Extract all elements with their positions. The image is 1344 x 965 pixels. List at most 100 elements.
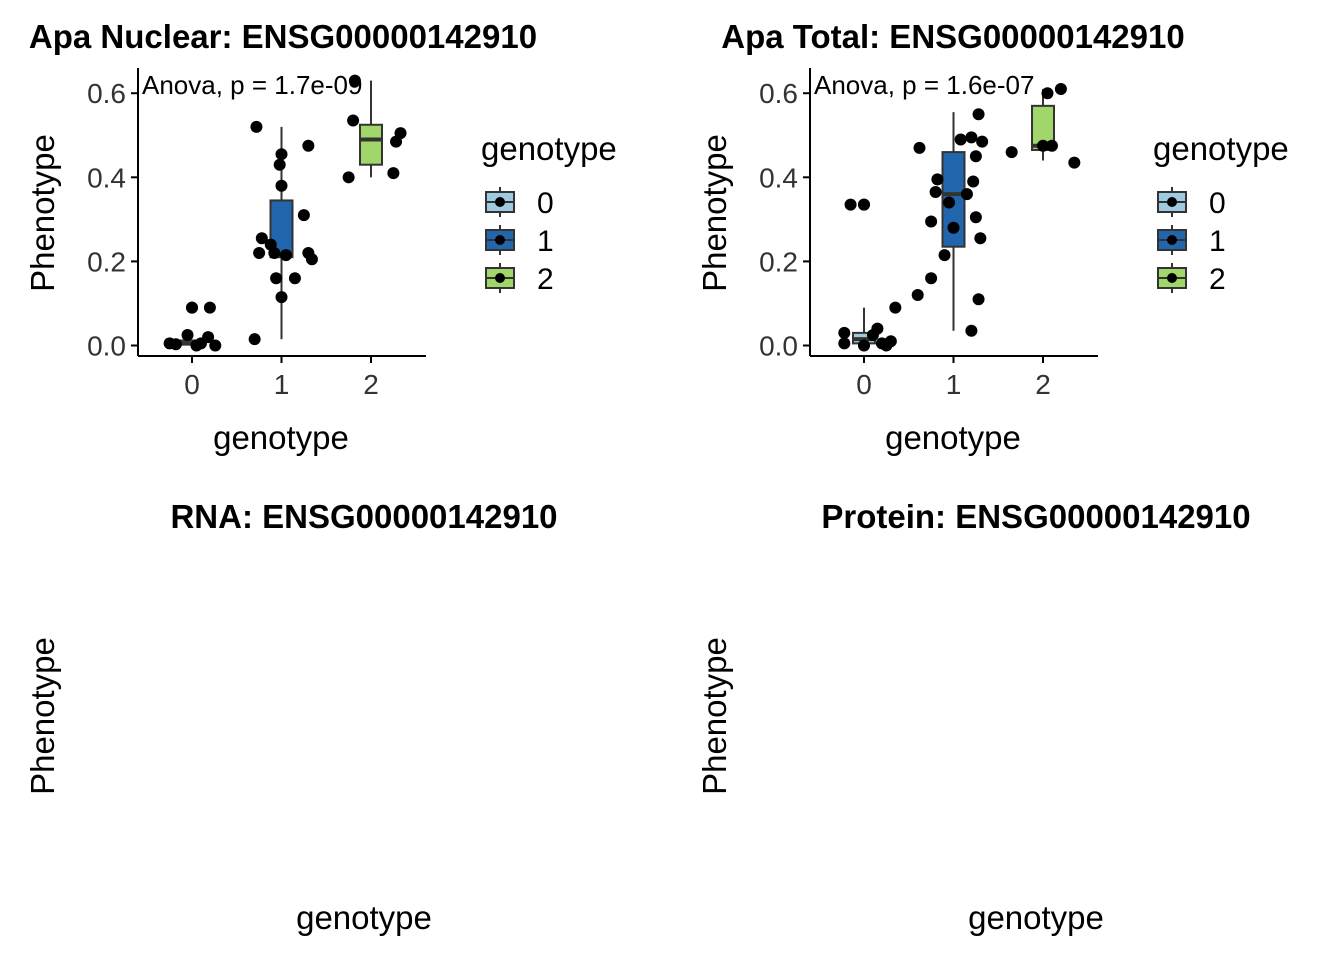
data-point xyxy=(967,175,980,188)
data-point xyxy=(844,198,857,211)
legend-key-point xyxy=(495,273,505,283)
data-point xyxy=(297,209,310,222)
data-point xyxy=(1068,156,1081,169)
data-point xyxy=(858,198,870,211)
y-tick-label: 0.2 xyxy=(87,246,126,277)
legend-key-point xyxy=(1167,197,1177,207)
data-point xyxy=(1037,139,1049,152)
data-point xyxy=(969,150,982,163)
legend-key-1 xyxy=(1157,225,1187,255)
data-point xyxy=(871,322,884,335)
data-point xyxy=(838,326,851,339)
y-tick-label: 0.0 xyxy=(759,330,798,361)
y-axis-label: Phenotype xyxy=(696,134,733,292)
legend-label: 1 xyxy=(537,225,554,258)
data-point xyxy=(169,338,182,351)
x-tick-label: 0 xyxy=(184,369,200,400)
data-point xyxy=(394,127,407,140)
data-point xyxy=(273,158,286,171)
data-point xyxy=(965,131,978,144)
legend-key-point xyxy=(1167,273,1177,283)
y-tick-label: 0.6 xyxy=(759,78,798,109)
data-point xyxy=(209,339,222,352)
data-point xyxy=(884,335,897,348)
data-point xyxy=(965,324,978,337)
y-tick-label: 0.6 xyxy=(87,78,126,109)
data-point xyxy=(943,196,956,209)
data-point xyxy=(911,289,924,302)
data-point xyxy=(954,133,967,146)
legend-key-point xyxy=(495,197,505,207)
data-point xyxy=(203,301,216,314)
data-point xyxy=(275,148,288,161)
x-axis-label: genotype xyxy=(885,419,1021,456)
x-tick-label: 1 xyxy=(946,369,962,400)
data-point xyxy=(969,211,982,224)
data-point xyxy=(302,139,315,152)
panel-apa-total: Apa Total: ENSG00000142910 Phenotype gen… xyxy=(696,18,1289,456)
data-point xyxy=(938,249,951,262)
panel-apa-nuclear: Apa Nuclear: ENSG00000142910 Phenotype g… xyxy=(24,18,617,456)
legend-label: 2 xyxy=(1209,263,1226,296)
legend: genotype 0 1 2 xyxy=(1153,130,1289,296)
panel-title: Protein: ENSG00000142910 xyxy=(821,498,1250,535)
x-tick-label: 2 xyxy=(1035,369,1051,400)
legend-key-0 xyxy=(1157,187,1187,217)
data-point xyxy=(194,337,207,350)
legend-key-1 xyxy=(485,225,515,255)
data-point xyxy=(1045,139,1058,152)
data-point xyxy=(858,339,870,352)
data-point xyxy=(947,221,960,234)
x-axis-label: genotype xyxy=(968,899,1104,936)
y-axis-label: Phenotype xyxy=(696,637,733,795)
x-axis-label: genotype xyxy=(213,419,349,456)
data-point xyxy=(889,301,902,314)
legend-key-0 xyxy=(485,187,515,217)
data-point xyxy=(255,232,268,245)
x-tick-label: 0 xyxy=(856,369,872,400)
data-point xyxy=(838,337,851,350)
x-tick-label: 1 xyxy=(274,369,290,400)
panel-title: Apa Nuclear: ENSG00000142910 xyxy=(29,18,537,55)
panel-rna: RNA: ENSG00000142910 Phenotype genotype xyxy=(24,498,558,936)
legend-label: 0 xyxy=(537,187,554,220)
y-tick-label: 0.4 xyxy=(87,162,126,193)
box-rect xyxy=(359,123,383,166)
legend-title: genotype xyxy=(1153,130,1289,167)
plot-area: 0.0 0.2 0.4 0.6 0 1 2 Anova, p = 1.7e-09 xyxy=(87,68,426,400)
data-point xyxy=(268,246,281,259)
data-point xyxy=(347,114,360,127)
panel-protein: Protein: ENSG00000142910 Phenotype genot… xyxy=(696,498,1251,936)
data-point xyxy=(253,246,266,259)
data-point xyxy=(913,141,926,154)
legend-key-2 xyxy=(1157,263,1187,293)
legend-label: 2 xyxy=(537,263,554,296)
legend: genotype 0 1 2 xyxy=(481,130,617,296)
legend-key-point xyxy=(1167,235,1177,245)
legend-key-2 xyxy=(485,263,515,293)
data-point xyxy=(925,272,938,285)
data-point xyxy=(279,249,292,262)
x-tick-label: 2 xyxy=(363,369,379,400)
y-tick-label: 0.4 xyxy=(759,162,798,193)
data-point xyxy=(248,333,261,346)
legend-title: genotype xyxy=(481,130,617,167)
y-axis-label: Phenotype xyxy=(24,134,61,292)
data-point xyxy=(348,74,361,87)
box-2 xyxy=(359,80,383,178)
y-tick-label: 0.0 xyxy=(87,330,126,361)
box-0 xyxy=(852,198,876,346)
legend-key-point xyxy=(495,235,505,245)
anova-annotation: Anova, p = 1.7e-09 xyxy=(142,70,362,100)
data-point xyxy=(250,120,263,133)
y-tick-label: 0.2 xyxy=(759,246,798,277)
data-point xyxy=(181,328,194,341)
data-point xyxy=(972,108,985,121)
data-point xyxy=(960,188,973,201)
anova-annotation: Anova, p = 1.6e-07 xyxy=(814,70,1034,100)
data-point xyxy=(186,301,198,314)
data-point xyxy=(974,232,987,245)
y-axis-label: Phenotype xyxy=(24,637,61,795)
x-axis-label: genotype xyxy=(296,899,432,936)
